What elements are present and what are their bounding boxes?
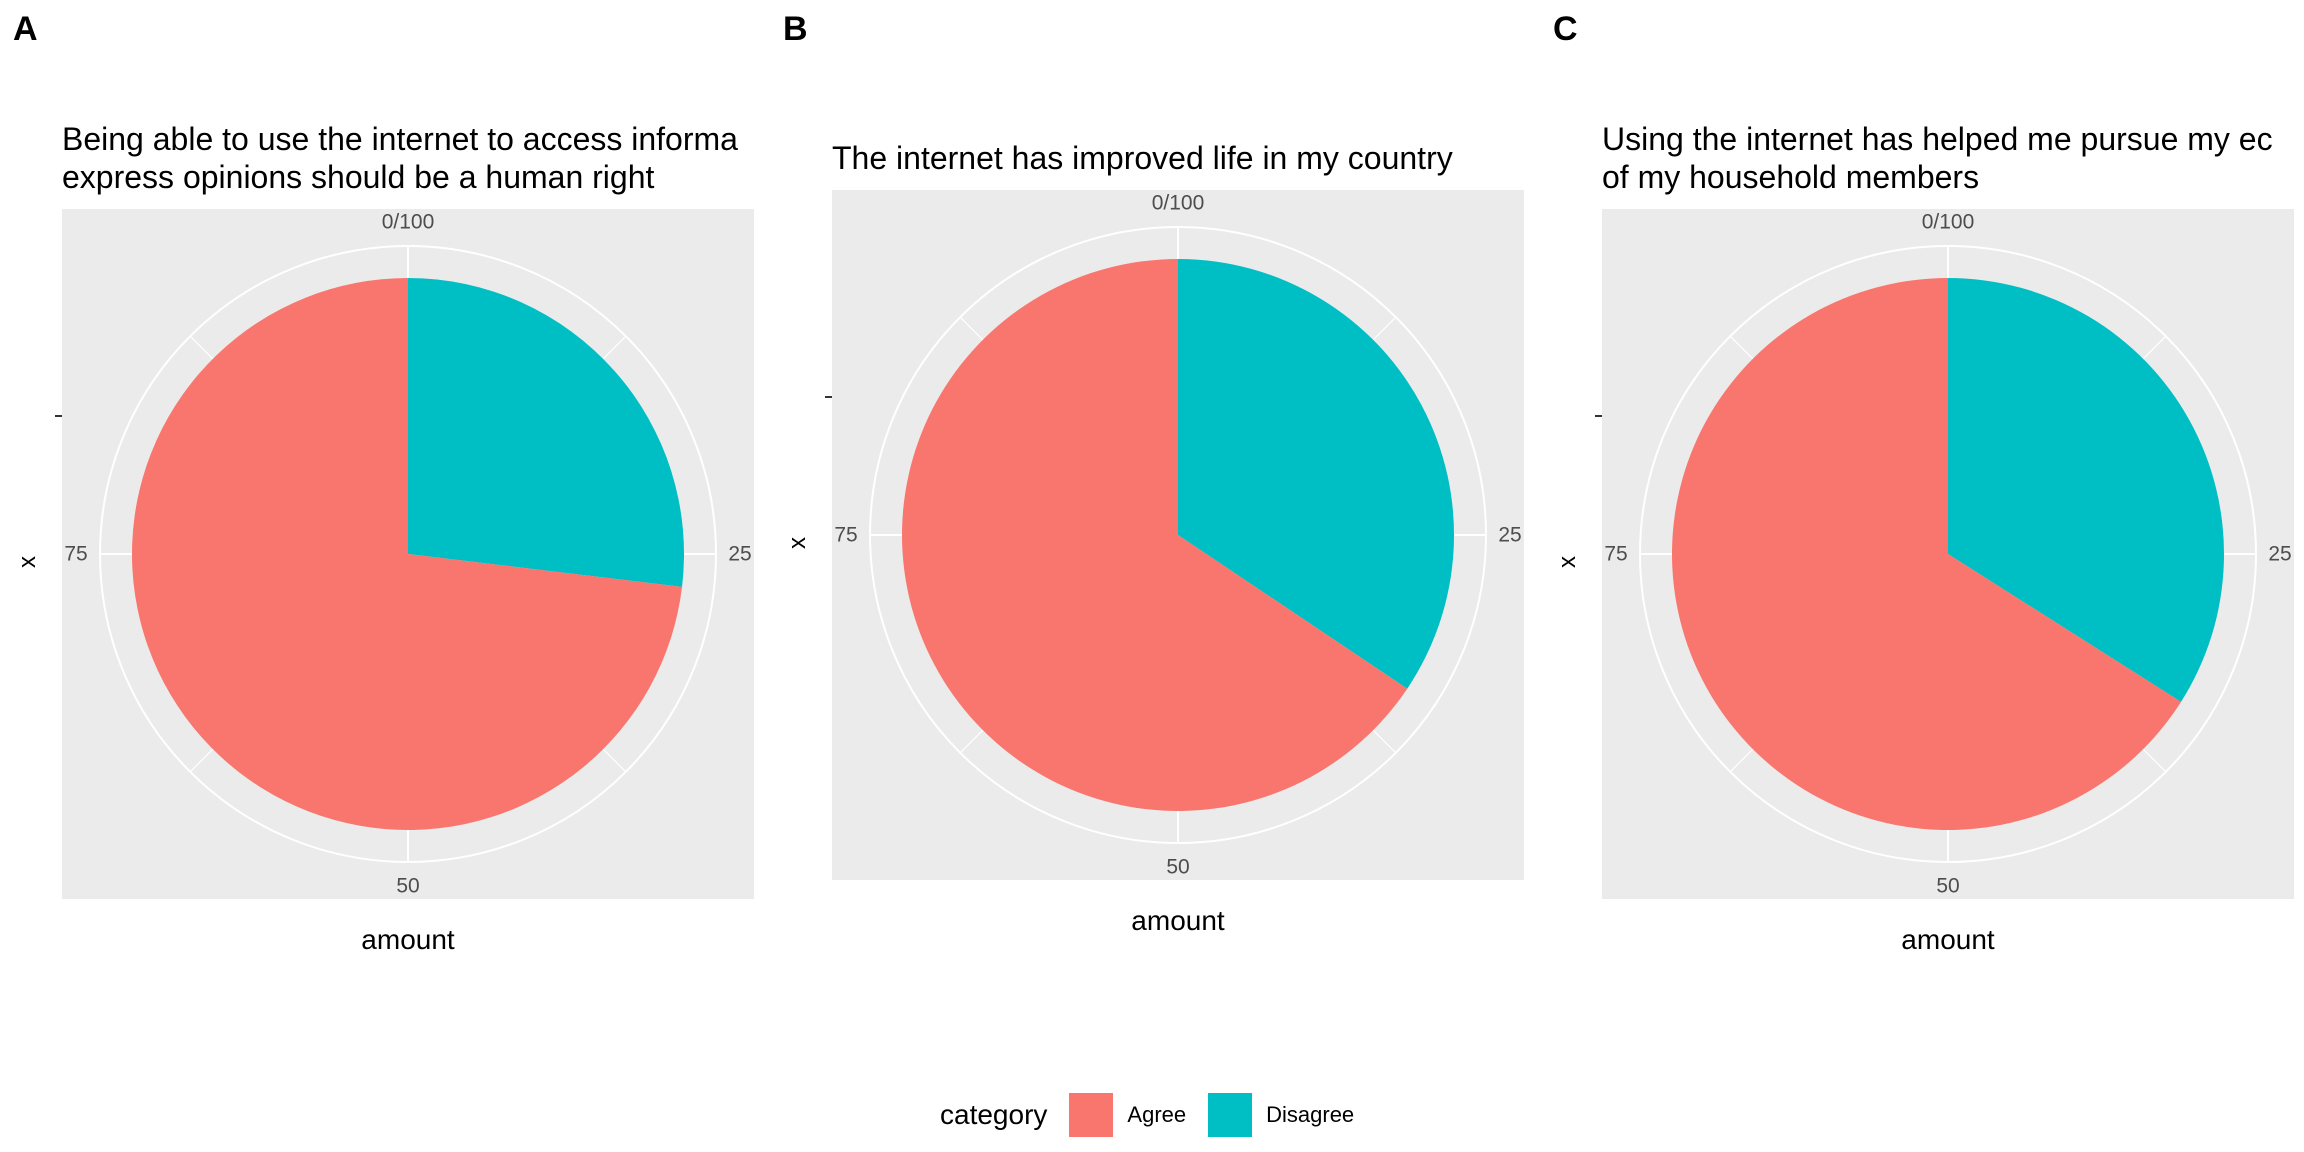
y-axis-tick: [825, 396, 832, 398]
panel-a: A Being able to use the internet to acce…: [0, 0, 770, 1000]
pie-slice-disagree: [408, 278, 684, 587]
theta-tick-label: 50: [1936, 875, 1959, 898]
pie-slice-agree: [1672, 278, 2182, 830]
chart-title-line-1: The internet has improved life in my cou…: [832, 140, 1453, 176]
theta-tick-label: 25: [1498, 524, 1521, 547]
x-axis-label: amount: [1131, 905, 1225, 936]
theta-tick-label: 50: [1166, 856, 1189, 879]
y-axis-tick: [55, 415, 62, 417]
chart-title-line-1: Being able to use the internet to access…: [62, 121, 738, 157]
theta-tick-label: 0/100: [1922, 211, 1975, 234]
pie-slice-agree: [131, 278, 683, 830]
pie-chart: 0/100 25 50 75: [834, 192, 1521, 879]
theta-tick-label: 0/100: [382, 211, 435, 234]
theta-tick-label: 25: [2268, 543, 2291, 566]
y-axis-label: x: [1554, 556, 1581, 568]
panel-b: B The internet has improved life in my c…: [770, 0, 1540, 1000]
theta-tick-label: 25: [728, 543, 751, 566]
pie-chart: 0/100 25 50 75: [1604, 211, 2291, 898]
x-axis-label: amount: [1901, 924, 1995, 955]
theta-tick-label: 75: [834, 524, 857, 547]
panel-label: C: [1553, 10, 1578, 48]
panel-c: C Using the internet has helped me pursu…: [1540, 0, 2304, 1000]
pie-slice-disagree: [1948, 278, 2224, 702]
legend-key-disagree: [1208, 1093, 1253, 1137]
chart-title-line-2: express opinions should be a human right: [62, 159, 655, 195]
theta-tick-label: 75: [1604, 543, 1627, 566]
legend-key-agree: [1069, 1093, 1114, 1137]
legend: category Agree Disagree: [940, 1090, 1376, 1140]
chart-title-line-2: of my household members: [1602, 159, 1980, 195]
y-axis-tick: [1595, 415, 1602, 417]
chart-title-line-1: Using the internet has helped me pursue …: [1602, 121, 2273, 157]
pie-slice-agree: [901, 259, 1408, 811]
legend-title: category: [940, 1099, 1048, 1130]
theta-tick-label: 50: [396, 875, 419, 898]
panel-label: B: [783, 10, 808, 48]
theta-tick-label: 75: [64, 543, 87, 566]
legend-label-disagree: Disagree: [1266, 1102, 1355, 1127]
panel-label: A: [13, 10, 38, 48]
y-axis-label: x: [784, 537, 811, 549]
legend-label-agree: Agree: [1127, 1102, 1187, 1127]
x-axis-label: amount: [361, 924, 455, 955]
pie-chart: 0/100 25 50 75: [64, 211, 751, 898]
theta-tick-label: 0/100: [1152, 192, 1205, 215]
pie-slice-disagree: [1178, 259, 1454, 689]
y-axis-label: x: [14, 556, 41, 568]
